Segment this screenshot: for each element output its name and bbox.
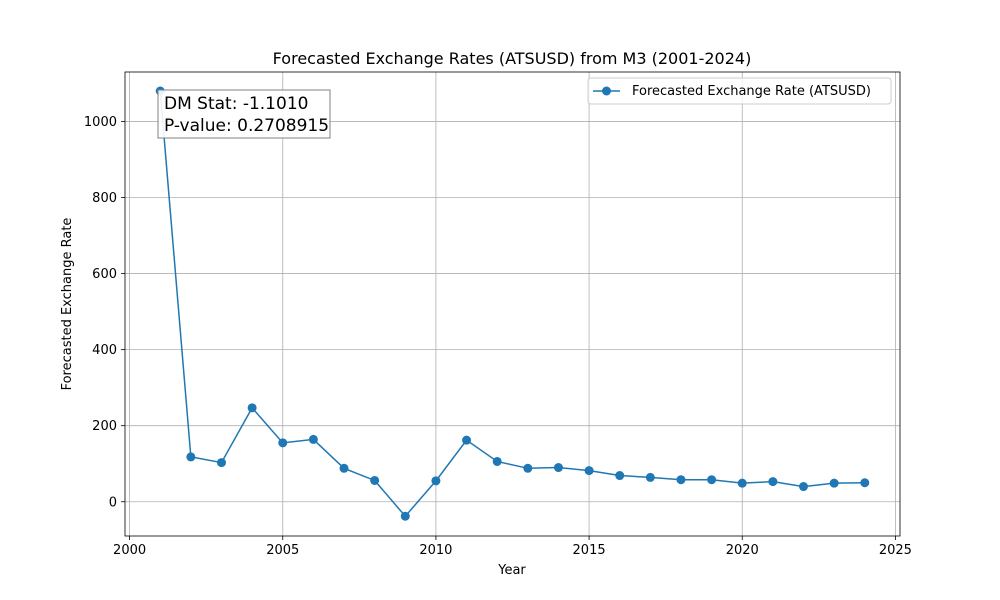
p-value-text: P-value: 0.2708915 [164,116,329,136]
data-point [860,478,870,488]
plot-frame [124,71,901,537]
y-tick-label: 400 [92,343,117,358]
data-point [462,435,472,445]
x-tick-label: 2010 [419,543,452,558]
data-point [829,478,839,488]
data-point [492,456,502,466]
data-point [584,466,594,476]
data-point [737,478,747,488]
data-point [431,476,441,486]
y-tick-label: 1000 [84,115,117,130]
data-point [799,482,809,492]
series-layer [155,86,870,521]
y-axis-title: Forecasted Exchange Rate [60,218,75,391]
y-tick-label: 200 [92,419,117,434]
legend-frame [587,77,892,105]
data-point [400,511,410,521]
data-point [216,458,226,468]
data-point [339,463,349,473]
data-point [370,475,380,485]
legend-label: Forecasted Exchange Rate (ATSUSD) [632,84,871,99]
legend-marker [602,86,611,96]
x-tick-label: 2000 [113,543,146,558]
data-point [523,463,533,473]
data-point [186,452,196,462]
x-tick-label: 2025 [879,543,912,558]
data-point [768,477,778,487]
axes: 2000 2005 2010 2015 2020 2025 0 200 400 600 800 100… [84,71,912,558]
data-point [278,438,288,448]
x-tick-label: 2015 [573,543,606,558]
data-point [247,403,257,413]
legend: Forecasted Exchange Rate (ATSUSD) [587,77,892,105]
y-tick-label: 800 [92,191,117,206]
x-tick-label: 2020 [726,543,759,558]
chart-title: Forecasted Exchange Rates (ATSUSD) from … [273,49,752,68]
dm-stat-text: DM Stat: -1.1010 [164,94,308,114]
x-tick-label: 2005 [266,543,299,558]
x-axis-title: Year [497,563,526,578]
data-point [645,472,655,482]
grid [125,72,900,536]
data-point [615,471,625,481]
data-point [676,475,686,485]
y-tick-label: 0 [109,495,117,510]
stat-annotation-box [157,89,331,139]
stat-annotation: DM Stat: -1.1010 P-value: 0.2708915 [157,89,331,139]
data-point [308,434,318,444]
series-line [159,90,865,518]
y-tick-label: 600 [92,267,117,282]
data-point [553,463,563,473]
data-point [707,475,717,485]
